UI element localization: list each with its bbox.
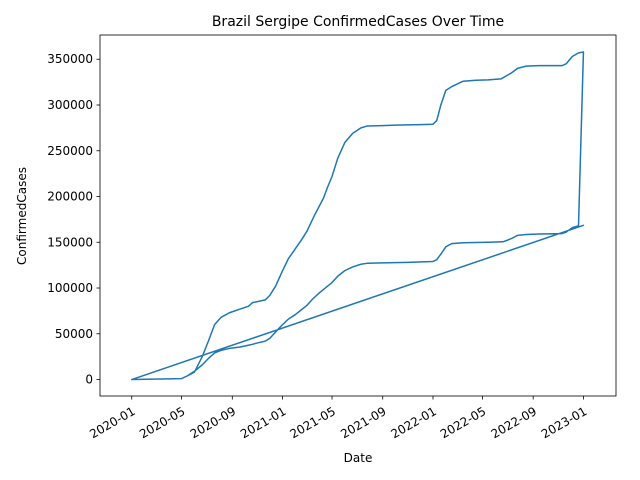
x-tick-label: 2023-01 [539,404,589,441]
series-line-0 [130,51,585,381]
y-tick-label: 150000 [47,235,93,249]
x-tick-label: 2022-05 [438,404,488,441]
x-tick-label: 2020-01 [87,404,137,441]
x-axis: 2020-01 2020-05 2020-09 2021-01 2021-05 2021-… [87,396,589,441]
y-tick-label: 50000 [55,327,93,341]
x-tick-label: 2022-09 [489,404,539,441]
y-tick-label: 0 [85,373,93,387]
y-axis-label: ConfirmedCases [15,167,29,265]
series-layer [130,51,585,381]
x-tick-label: 2021-09 [338,404,388,441]
y-tick-label: 200000 [47,190,93,204]
plot-area [100,35,616,396]
x-tick-label: 2021-05 [288,404,338,441]
x-tick-label: 2022-01 [388,404,438,441]
x-tick-label: 2021-01 [238,404,288,441]
plot-frame [99,34,617,397]
x-tick-label: 2020-05 [137,404,187,441]
y-axis: 0 50000 100000 150000 200000 250000 300000 3500… [47,52,100,387]
y-tick-label: 250000 [47,144,93,158]
y-tick-label: 100000 [47,281,93,295]
chart-title: Brazil Sergipe ConfirmedCases Over Time [212,14,504,30]
x-axis-label: Date [344,451,373,465]
y-tick-label: 300000 [47,98,93,112]
x-tick-label: 2020-09 [188,404,238,441]
y-tick-label: 350000 [47,52,93,66]
